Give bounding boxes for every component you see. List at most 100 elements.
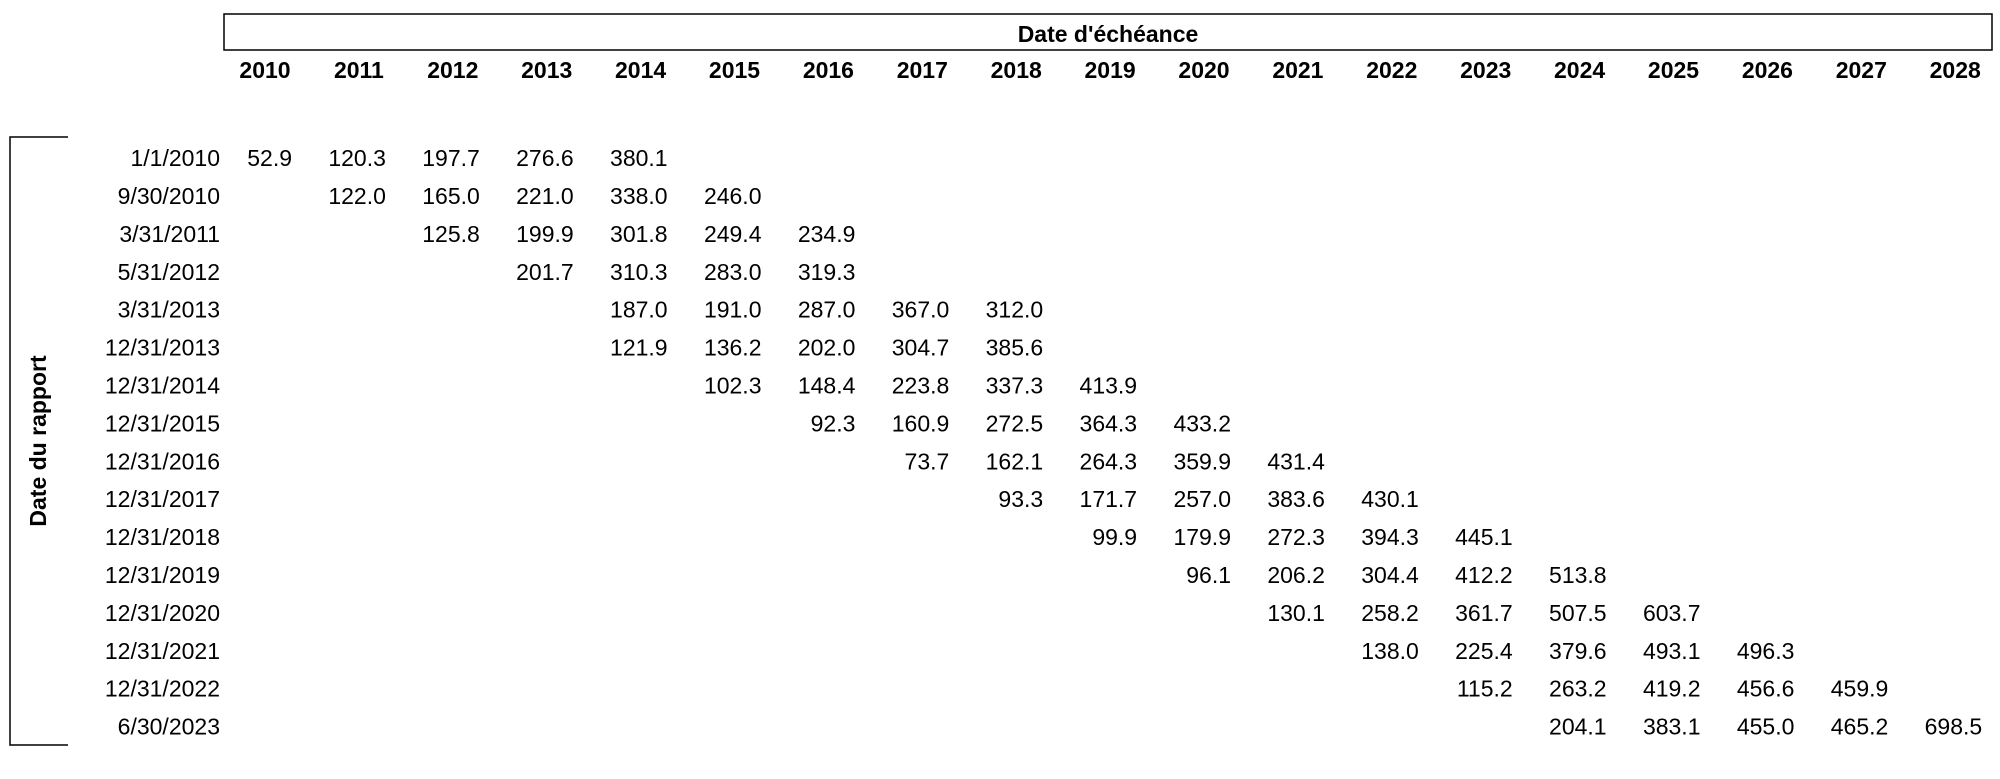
cell: 419.2 [1643, 676, 1701, 702]
cell: 361.7 [1455, 600, 1513, 626]
column-label: 2014 [615, 57, 666, 83]
cell: 93.3 [998, 486, 1043, 512]
cell: 162.1 [986, 448, 1044, 474]
cell: 513.8 [1549, 562, 1607, 588]
cell: 385.6 [986, 335, 1044, 361]
cell: 380.1 [610, 145, 668, 171]
cell: 383.1 [1643, 714, 1701, 740]
cell: 52.9 [247, 145, 292, 171]
cell: 276.6 [516, 145, 574, 171]
cell: 430.1 [1361, 486, 1419, 512]
cell: 379.6 [1549, 638, 1607, 664]
row-label: 12/31/2022 [105, 676, 220, 702]
column-label: 2011 [334, 57, 384, 83]
cell: 283.0 [704, 259, 762, 285]
row-label: 12/31/2016 [105, 448, 220, 474]
cell: 456.6 [1737, 676, 1795, 702]
cell: 364.3 [1080, 410, 1138, 436]
cell: 246.0 [704, 183, 762, 209]
cell: 359.9 [1173, 448, 1231, 474]
cell: 319.3 [798, 259, 856, 285]
column-label: 2013 [521, 57, 572, 83]
cell: 272.5 [986, 410, 1044, 436]
cell: 496.3 [1737, 638, 1795, 664]
column-label: 2015 [709, 57, 760, 83]
cell: 367.0 [892, 297, 950, 323]
cell: 121.9 [610, 335, 668, 361]
cell: 179.9 [1173, 524, 1231, 550]
cell: 338.0 [610, 183, 668, 209]
column-header: Date d'échéance [1018, 21, 1199, 47]
cell: 455.0 [1737, 714, 1795, 740]
cell: 433.2 [1173, 410, 1231, 436]
column-label: 2018 [991, 57, 1042, 83]
cell: 197.7 [422, 145, 480, 171]
row-label: 3/31/2013 [118, 297, 220, 323]
cell: 412.2 [1455, 562, 1513, 588]
column-label: 2025 [1648, 57, 1699, 83]
row-label: 12/31/2021 [105, 638, 220, 664]
cell: 465.2 [1831, 714, 1889, 740]
cell: 102.3 [704, 372, 762, 398]
cell: 191.0 [704, 297, 762, 323]
cell: 337.3 [986, 372, 1044, 398]
cell: 125.8 [422, 221, 480, 247]
row-label: 12/31/2015 [105, 410, 220, 436]
column-label: 2022 [1366, 57, 1417, 83]
row-label: 12/31/2017 [105, 486, 220, 512]
cell: 272.3 [1267, 524, 1325, 550]
cell: 92.3 [811, 410, 856, 436]
cell: 160.9 [892, 410, 950, 436]
cell: 459.9 [1831, 676, 1889, 702]
row-label: 12/31/2020 [105, 600, 220, 626]
cell: 138.0 [1361, 638, 1419, 664]
column-label: 2024 [1554, 57, 1605, 83]
column-label: 2021 [1272, 57, 1323, 83]
column-label: 2027 [1836, 57, 1887, 83]
column-label: 2028 [1930, 57, 1981, 83]
column-label: 2019 [1085, 57, 1136, 83]
cell: 383.6 [1267, 486, 1325, 512]
cell: 96.1 [1186, 562, 1231, 588]
column-label: 2017 [897, 57, 948, 83]
cell: 264.3 [1080, 448, 1138, 474]
row-label: 12/31/2019 [105, 562, 220, 588]
row-label: 6/30/2023 [118, 714, 220, 740]
cell: 223.8 [892, 372, 950, 398]
cell: 201.7 [516, 259, 574, 285]
cell: 130.1 [1267, 600, 1325, 626]
cell: 234.9 [798, 221, 856, 247]
cell: 204.1 [1549, 714, 1607, 740]
row-label: 3/31/2011 [119, 221, 220, 247]
cell: 165.0 [422, 183, 480, 209]
cell: 431.4 [1267, 448, 1325, 474]
row-header-box [9, 136, 68, 746]
cell: 304.4 [1361, 562, 1419, 588]
cell: 312.0 [986, 297, 1044, 323]
cell: 122.0 [328, 183, 386, 209]
cell: 199.9 [516, 221, 574, 247]
cell: 148.4 [798, 372, 856, 398]
cell: 202.0 [798, 335, 856, 361]
cell: 136.2 [704, 335, 762, 361]
cell: 258.2 [1361, 600, 1419, 626]
cell: 413.9 [1080, 372, 1138, 398]
cell: 171.7 [1080, 486, 1138, 512]
cell: 394.3 [1361, 524, 1419, 550]
row-label: 5/31/2012 [118, 259, 220, 285]
cell: 187.0 [610, 297, 668, 323]
row-label: 1/1/2010 [130, 145, 220, 171]
cell: 493.1 [1643, 638, 1701, 664]
cell: 310.3 [610, 259, 668, 285]
column-label: 2016 [803, 57, 854, 83]
cell: 698.5 [1925, 714, 1983, 740]
cell: 99.9 [1092, 524, 1137, 550]
cell: 120.3 [328, 145, 386, 171]
cell: 304.7 [892, 335, 950, 361]
cell: 225.4 [1455, 638, 1513, 664]
cell: 221.0 [516, 183, 574, 209]
row-label: 12/31/2014 [105, 372, 220, 398]
cell: 507.5 [1549, 600, 1607, 626]
column-label: 2026 [1742, 57, 1793, 83]
